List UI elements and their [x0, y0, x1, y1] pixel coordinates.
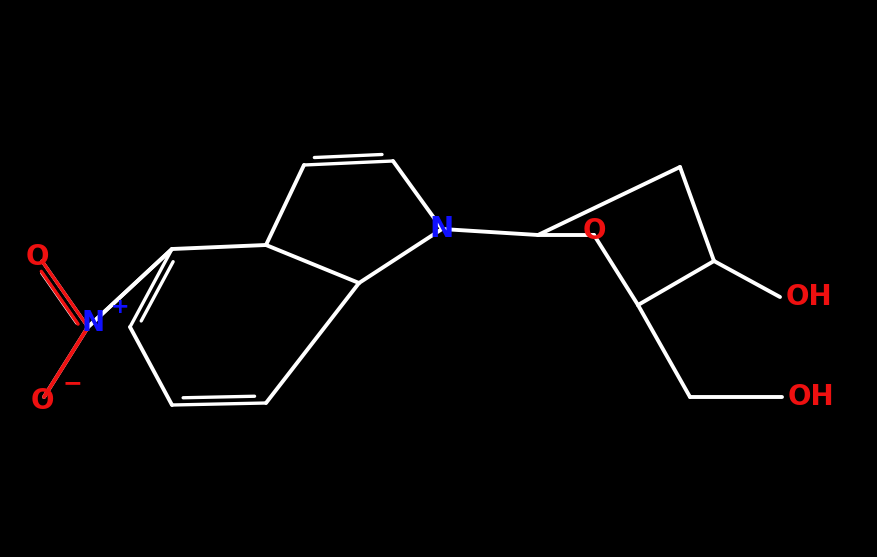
Text: −: − [62, 371, 82, 395]
Text: N: N [82, 309, 104, 337]
Text: OH: OH [788, 383, 835, 411]
Text: O: O [30, 387, 53, 415]
Text: +: + [111, 297, 129, 317]
Text: N: N [430, 215, 454, 243]
Text: OH: OH [786, 283, 832, 311]
Text: O: O [582, 217, 606, 245]
Text: O: O [25, 243, 49, 271]
